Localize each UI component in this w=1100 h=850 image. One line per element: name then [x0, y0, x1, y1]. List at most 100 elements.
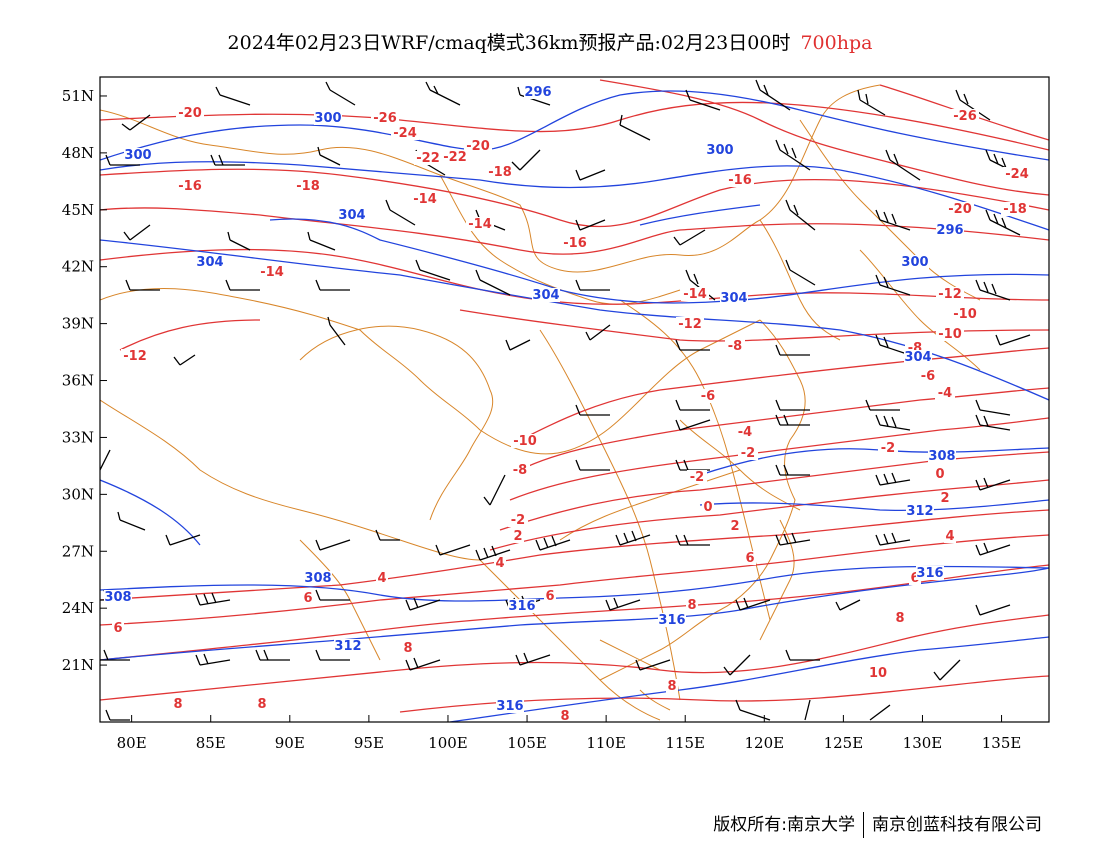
footer: 版权所有:南京大学 南京创蓝科技有限公司 — [713, 810, 1042, 838]
y-tick-label: 39N — [62, 315, 94, 333]
temperature-label-bg — [512, 529, 524, 543]
temperature-label-bg — [729, 519, 741, 533]
temperature-label: -2 — [881, 441, 895, 456]
temperature-label: -2 — [741, 446, 755, 461]
temperature-label-bg — [687, 470, 707, 484]
temperature-label: 2 — [513, 529, 522, 544]
temperature-label-bg — [735, 425, 755, 439]
height-label: 312 — [334, 639, 361, 654]
temperature-label-bg — [376, 571, 388, 585]
temperature-label: -10 — [938, 327, 962, 342]
height-label-bg — [304, 571, 332, 585]
height-label: 316 — [496, 699, 523, 714]
temperature-label: -12 — [678, 317, 702, 332]
height-label: 300 — [901, 255, 928, 270]
temperature-label: -8 — [513, 463, 527, 478]
temperature-label: 10 — [869, 666, 887, 681]
temperature-label-bg — [1001, 202, 1029, 216]
temperature-label-bg — [411, 192, 439, 206]
y-tick-label: 42N — [62, 258, 94, 276]
temperature-label-bg — [302, 591, 314, 605]
temperature-label-bg — [121, 349, 149, 363]
temperature-label: 4 — [945, 529, 954, 544]
temperature-label: -20 — [178, 106, 202, 121]
temperature-label: -6 — [921, 369, 935, 384]
temperature-label: -14 — [683, 287, 707, 302]
temperature-label-bg — [686, 598, 698, 612]
temperature-label-bg — [559, 709, 571, 722]
temperature-label: -16 — [178, 179, 202, 194]
temperature-label: -22 — [416, 151, 440, 166]
x-tick-label: 80E — [117, 734, 147, 752]
x-tick-label: 135E — [982, 734, 1022, 752]
temperature-label: -20 — [948, 202, 972, 217]
temperature-label: 6 — [303, 591, 312, 606]
temperature-label: 2 — [730, 519, 739, 534]
temperature-label-bg — [738, 446, 758, 460]
temperature-label-bg — [294, 179, 322, 193]
temperature-label: -16 — [563, 236, 587, 251]
temperature-label: 6 — [745, 551, 754, 566]
temperature-label-bg — [946, 202, 974, 216]
height-label: 308 — [304, 571, 331, 586]
temperature-label-bg — [698, 389, 718, 403]
temperature-label-bg — [402, 641, 414, 655]
temperature-label: -10 — [513, 434, 537, 449]
height-label: 296 — [524, 85, 551, 100]
height-label-bg — [104, 590, 132, 604]
height-contours — [100, 90, 1049, 722]
temperature-label-bg — [371, 111, 399, 125]
company-text: 南京创蓝科技有限公司 — [872, 815, 1042, 835]
temperature-label-bg — [1003, 167, 1031, 181]
height-label: 304 — [904, 350, 931, 365]
x-tick-label: 110E — [586, 734, 626, 752]
temperature-label: -18 — [488, 165, 512, 180]
temperature-label: -18 — [1003, 202, 1027, 217]
height-label: 296 — [936, 223, 963, 238]
height-label-bg — [334, 639, 362, 653]
temperature-label-bg — [561, 236, 589, 250]
height-label: 304 — [532, 288, 559, 303]
y-tick-label: 48N — [62, 144, 94, 162]
temperature-label: -10 — [953, 307, 977, 322]
temperature-label-bg — [936, 327, 964, 341]
height-label-bg — [906, 504, 934, 518]
temperature-label-bg — [725, 339, 745, 353]
temperature-label: -14 — [413, 192, 437, 207]
temperature-label-bg — [702, 500, 714, 514]
temperature-label-bg — [544, 589, 556, 603]
temperature-label: -22 — [443, 150, 467, 165]
temperature-label: 6 — [113, 621, 122, 636]
x-tick-label: 105E — [507, 734, 547, 752]
temperature-label: -26 — [953, 109, 977, 124]
temperature-label-bg — [391, 126, 419, 140]
temperature-label: 0 — [935, 467, 944, 482]
temperature-label-bg — [510, 463, 530, 477]
temperature-label-bg — [486, 165, 514, 179]
temperature-label-bg — [951, 307, 979, 321]
wind-barbs — [100, 79, 1031, 721]
temperature-label-bg — [918, 369, 938, 383]
title-text: 2024年02月23日WRF/cmaq模式36km预报产品:02月23日00时 — [227, 32, 791, 54]
temperature-label: 4 — [495, 556, 504, 571]
y-tick-label: 33N — [62, 428, 94, 446]
footer-separator — [863, 812, 864, 838]
temperature-label-bg — [258, 265, 286, 279]
temperature-label: 4 — [377, 571, 386, 586]
x-tick-label: 90E — [275, 734, 305, 752]
temperature-label: 0 — [703, 500, 712, 515]
copyright-text: 版权所有:南京大学 — [713, 815, 855, 835]
x-tick-label: 125E — [824, 734, 864, 752]
height-label-bg — [124, 148, 152, 162]
temperature-label-bg — [936, 287, 964, 301]
height-label: 300 — [314, 111, 341, 126]
height-label: 304 — [338, 208, 365, 223]
y-tick-label: 24N — [62, 599, 94, 617]
temperature-label: -12 — [938, 287, 962, 302]
height-labels: 296 300 300 300 304 304 304 304 296 300 304 308 312 3… — [104, 85, 964, 714]
temperature-label-bg — [726, 173, 754, 187]
temperature-label-bg — [944, 529, 956, 543]
height-label-bg — [196, 255, 224, 269]
temperature-label: -6 — [701, 389, 715, 404]
temperature-label: -12 — [123, 349, 147, 364]
